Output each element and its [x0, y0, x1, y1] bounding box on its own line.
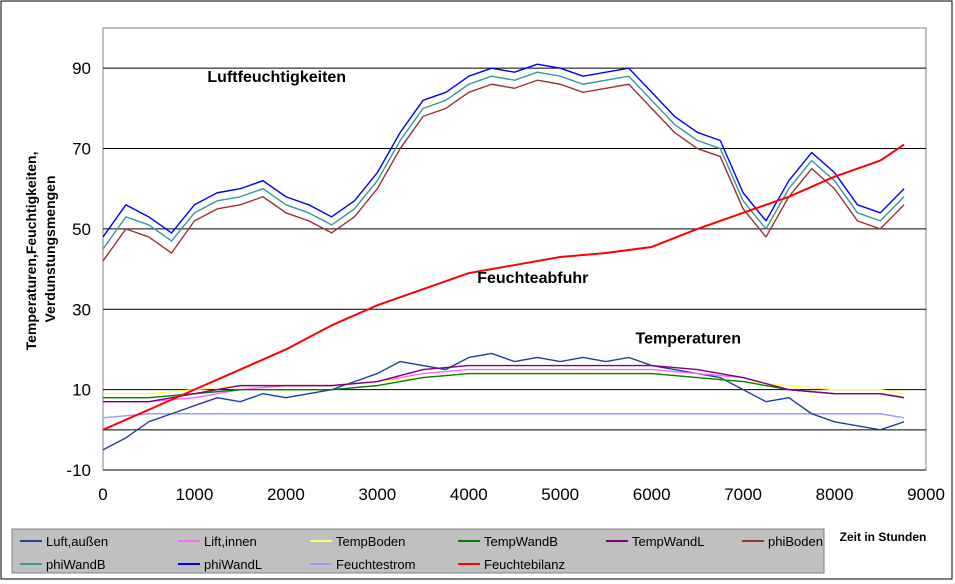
y-tick-label-4: 70 — [72, 140, 91, 159]
legend: Luft,außen Lift,innen TempBoden TempWandB Te… — [20, 534, 823, 572]
legend-label-tempwandl: TempWandL — [632, 534, 705, 549]
annotation-1: Feuchteabfuhr — [477, 270, 588, 287]
legend-label-luft-au-en: Luft,außen — [46, 534, 108, 549]
plot-area — [102, 27, 927, 471]
x-tick-label-7: 7000 — [724, 485, 762, 504]
x-tick-label-8: 8000 — [816, 485, 854, 504]
legend-label-feuchtestrom: Feuchtestrom — [336, 557, 415, 572]
legend-label-tempboden: TempBoden — [336, 534, 405, 549]
series-line-feuchtebilanz — [102, 143, 905, 431]
legend-label-tempwandb: TempWandB — [484, 534, 558, 549]
y-tick-label-2: 30 — [72, 300, 91, 319]
y-tick-label-1: 10 — [72, 381, 91, 400]
series-layer — [102, 63, 905, 451]
x-tick-label-6: 6000 — [633, 485, 671, 504]
x-tick-labels: 0 1000 2000 3000 4000 5000 6000 7000 8000 9000 — [98, 485, 945, 504]
y-axis-title: Temperaturen,Feuchtigkeiten, Verdunstung… — [23, 148, 58, 351]
x-tick-label-1: 1000 — [176, 485, 214, 504]
x-tick-label-9: 9000 — [907, 485, 945, 504]
y-tick-label-3: 50 — [72, 220, 91, 239]
annotation-0: Luftfeuchtigkeiten — [207, 69, 346, 86]
y-axis-title-line-1: Temperaturen,Feuchtigkeiten, — [23, 151, 39, 350]
x-tick-label-2: 2000 — [267, 485, 305, 504]
legend-label-feuchtebilanz: Feuchtebilanz — [484, 557, 565, 572]
x-tick-label-3: 3000 — [358, 485, 396, 504]
y-tick-label-5: 90 — [72, 59, 91, 78]
annotations: Luftfeuchtigkeiten Feuchteabfuhr Temperatu… — [207, 69, 741, 347]
series-line-tempwandl — [103, 364, 905, 403]
annotation-2: Temperaturen — [635, 330, 741, 347]
legend-label-phiwandl: phiWandL — [204, 557, 262, 572]
x-tick-label-5: 5000 — [541, 485, 579, 504]
legend-box — [11, 528, 825, 574]
y-axis-title-line-2: Verdunstungsmengen — [42, 175, 58, 322]
legend-label-phiboden: phiBoden — [768, 534, 823, 549]
series-line-phiboden — [102, 79, 905, 262]
series-line-feuchtestrom — [102, 413, 905, 419]
legend-label-lift-innen: Lift,innen — [204, 534, 257, 549]
series-line-luft-au-en — [102, 352, 905, 451]
legend-label-phiwandb: phiWandB — [46, 557, 106, 572]
y-tick-labels: -10 10 30 50 70 90 — [66, 59, 91, 480]
x-tick-label-0: 0 — [98, 485, 107, 504]
series-line-phiwandb — [102, 71, 905, 250]
grid — [103, 67, 926, 471]
x-axis-title: Zeit in Stunden — [840, 530, 927, 544]
y-tick-label-0: -10 — [66, 461, 91, 480]
series-line-phiwandl — [102, 63, 905, 238]
x-tick-label-4: 4000 — [450, 485, 488, 504]
